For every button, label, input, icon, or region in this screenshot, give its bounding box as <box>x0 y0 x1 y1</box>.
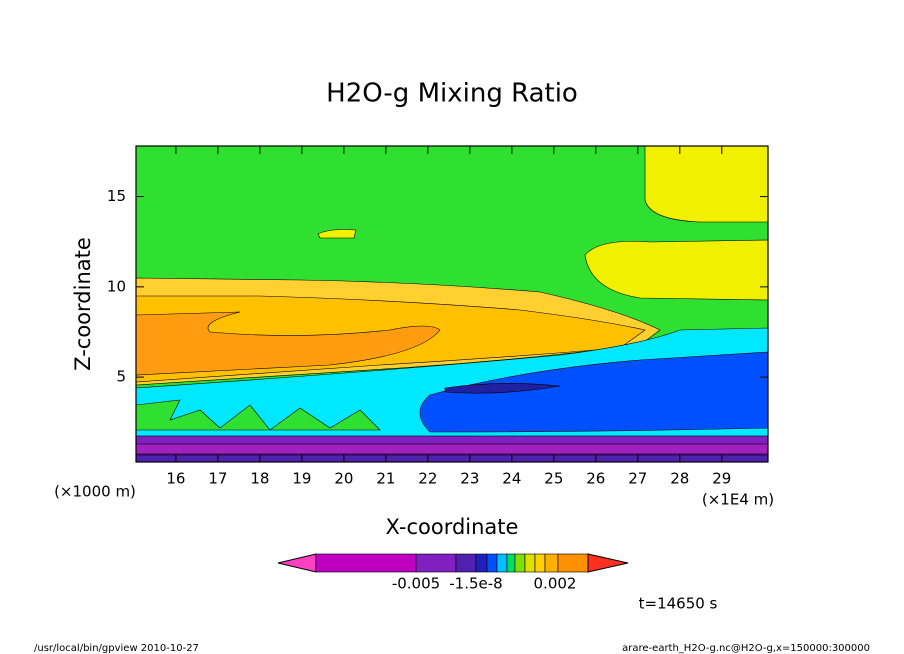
chart-title: H2O-g Mixing Ratio <box>326 79 578 109</box>
colorbar-segment <box>557 553 589 573</box>
x-tick-label: 21 <box>376 470 395 488</box>
x-unit: (×1E4 m) <box>702 491 774 509</box>
x-tick-label: 18 <box>250 470 269 488</box>
contour-field <box>135 145 769 463</box>
contour-region <box>135 454 769 463</box>
colorbar-segment <box>506 553 516 573</box>
y-unit: (×1000 m) <box>54 483 136 501</box>
contour-region <box>644 145 769 223</box>
colorbar-segment <box>534 553 546 573</box>
colorbar-segment <box>524 553 536 573</box>
x-tick-label: 27 <box>628 470 647 488</box>
x-tick-label: 23 <box>460 470 479 488</box>
x-tick-label: 19 <box>292 470 311 488</box>
x-tick-label: 28 <box>670 470 689 488</box>
colorbar: -0.005 -1.5e-8 0.002 <box>277 553 629 593</box>
colorbar-segment <box>415 553 457 573</box>
y-tick-label: 15 <box>107 187 126 205</box>
footer-right: arare-earth_H2O-g.nc@H2O-g,x=150000:3000… <box>622 643 870 654</box>
colorbar-segment <box>486 553 498 573</box>
contour-region <box>135 443 769 455</box>
contour-region <box>419 351 769 433</box>
colorbar-segment <box>455 553 477 573</box>
colorbar-arrow <box>587 553 629 573</box>
footer-left: /usr/local/bin/gpview 2010-10-27 <box>34 643 199 654</box>
x-tick-label: 22 <box>418 470 437 488</box>
contour-region <box>135 311 441 376</box>
y-tick-label: 5 <box>116 368 126 386</box>
colorbar-segment <box>544 553 559 573</box>
y-axis-label: Z-coordinate <box>71 237 95 371</box>
x-tick-label: 20 <box>334 470 353 488</box>
x-axis-label: X-coordinate <box>386 515 519 539</box>
colorbar-label: 0.002 <box>534 575 577 593</box>
colorbar-segment <box>315 553 417 573</box>
colorbar-segment <box>514 553 526 573</box>
contour-region <box>135 399 381 431</box>
colorbar-segment <box>475 553 488 573</box>
x-tick-label: 29 <box>712 470 731 488</box>
colorbar-label: -0.005 <box>392 575 440 593</box>
plot-frame <box>135 145 769 463</box>
x-tick-label: 25 <box>544 470 563 488</box>
colorbar-segment <box>496 553 508 573</box>
colorbar-label: -1.5e-8 <box>449 575 502 593</box>
x-tick-label: 24 <box>502 470 521 488</box>
x-tick-label: 26 <box>586 470 605 488</box>
y-tick-label: 10 <box>107 277 126 295</box>
colorbar-arrow <box>277 553 317 573</box>
time-label: t=14650 s <box>639 595 718 613</box>
x-tick-label: 17 <box>208 470 227 488</box>
x-tick-label: 16 <box>166 470 185 488</box>
contour-region <box>444 383 561 394</box>
contour-region <box>317 229 357 239</box>
